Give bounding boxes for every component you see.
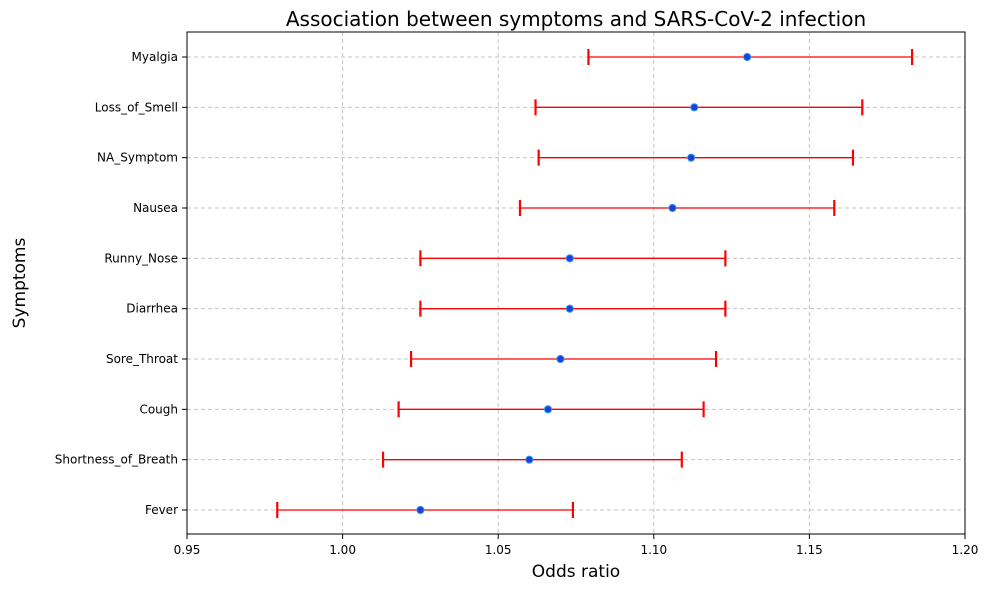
odds-ratio-point xyxy=(668,203,677,213)
odds-ratio-point xyxy=(565,254,574,263)
x-tick-label: 1.10 xyxy=(640,543,667,557)
y-tick-label: Runny_Nose xyxy=(104,251,178,265)
y-tick-label: Sore_Throat xyxy=(106,352,178,366)
x-tick-label: 1.20 xyxy=(952,543,979,557)
y-axis-label: Symptoms xyxy=(10,238,30,329)
chart-title: Association between symptoms and SARS-Co… xyxy=(286,7,866,31)
y-tick-label: NA_Symptom xyxy=(97,151,178,165)
odds-ratio-point xyxy=(525,455,534,464)
y-tick-label: Fever xyxy=(145,503,178,517)
odds-ratio-point xyxy=(565,304,574,313)
odds-ratio-point xyxy=(543,405,553,414)
x-tick-label: 1.15 xyxy=(796,543,823,557)
y-tick-label: Myalgia xyxy=(132,50,178,64)
y-tick-label: Diarrhea xyxy=(126,302,178,316)
y-tick-label: Nausea xyxy=(133,201,178,215)
y-tick-label: Cough xyxy=(139,402,178,416)
x-tick-label: 1.05 xyxy=(485,543,512,557)
x-tick-label: 0.95 xyxy=(174,543,201,557)
odds-ratio-point xyxy=(743,52,752,62)
odds-ratio-points xyxy=(416,52,752,515)
x-axis-ticks: 0.95 1.00 1.05 1.10 1.15 1.20 xyxy=(174,534,979,557)
odds-ratio-point xyxy=(416,505,425,515)
y-tick-label: Shortness_of_Breath xyxy=(55,453,178,467)
odds-ratio-point xyxy=(690,103,699,112)
odds-ratio-point xyxy=(687,153,696,162)
y-axis-ticks: Fever Shortness_of_Breath Cough Sore_Throat… xyxy=(55,50,187,517)
x-tick-label: 1.00 xyxy=(329,543,356,557)
odds-ratio-point xyxy=(556,354,565,364)
y-tick-label: Loss_of_Smell xyxy=(95,100,178,114)
confidence-intervals xyxy=(276,49,914,518)
x-axis-label: Odds ratio xyxy=(532,562,620,582)
plot-area-frame xyxy=(186,31,966,535)
